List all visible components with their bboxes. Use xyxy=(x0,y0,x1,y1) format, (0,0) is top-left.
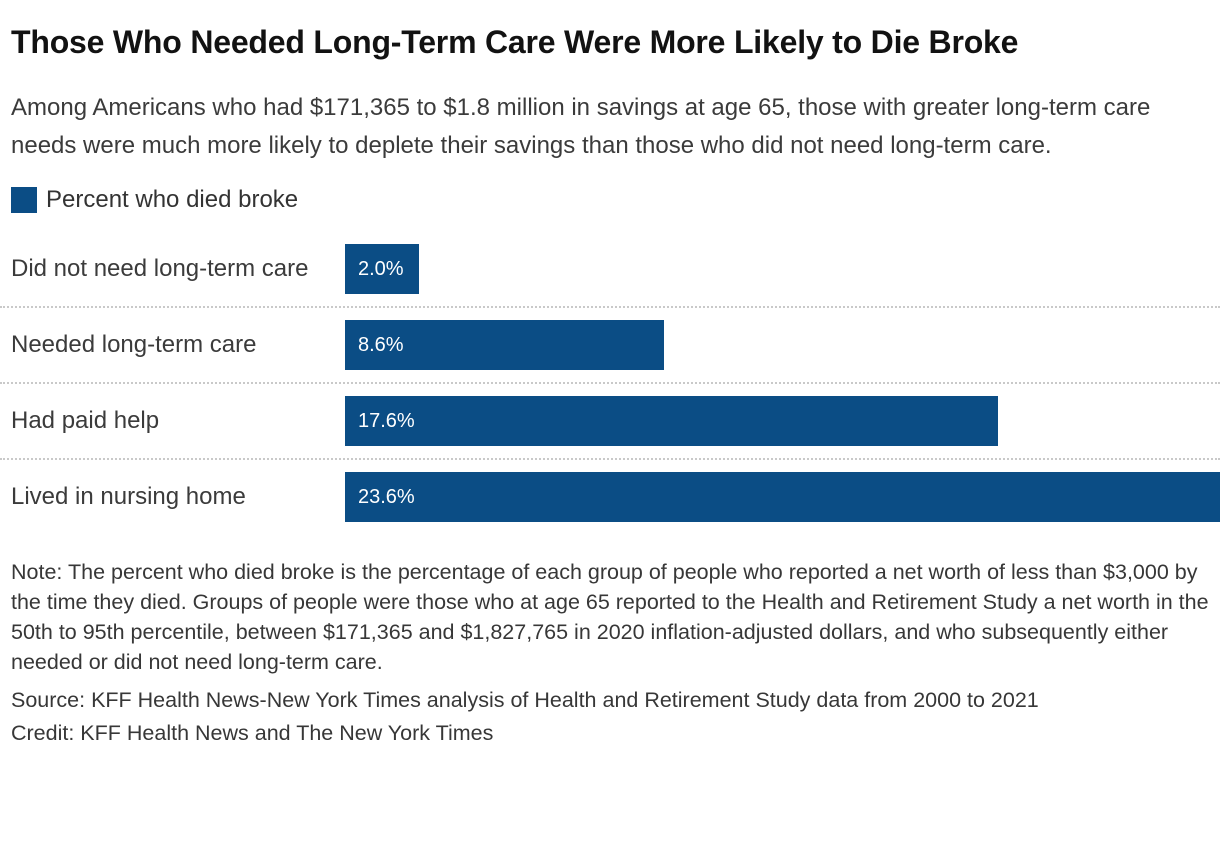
bar-value-label: 17.6% xyxy=(358,409,415,432)
bar-fill: 17.6% xyxy=(345,396,998,446)
bar-track: 8.6% xyxy=(345,320,1220,370)
legend-label: Percent who died broke xyxy=(46,186,299,213)
chart-subtitle: Among Americans who had $171,365 to $1.8… xyxy=(11,94,1151,159)
bar-value-label: 2.0% xyxy=(358,257,404,280)
horizontal-bar-chart: Did not need long-term care 2.0% Needed lo… xyxy=(0,232,1220,534)
bar-fill: 23.6% xyxy=(345,472,1220,522)
bar-value-label: 8.6% xyxy=(358,333,404,356)
bar-row: Needed long-term care 8.6% xyxy=(0,308,1220,384)
bar-category-label: Did not need long-term care xyxy=(11,255,309,282)
bar-track: 2.0% xyxy=(345,244,1220,294)
bar-row: Lived in nursing home 23.6% xyxy=(0,460,1220,534)
chart-footnotes: Note: The percent who died broke is the … xyxy=(0,557,1220,748)
bar-fill: 2.0% xyxy=(345,244,420,294)
bar-category-label: Needed long-term care xyxy=(11,331,257,358)
chart-source: Source: KFF Health News-New York Times a… xyxy=(11,688,1039,712)
chart-note: Note: The percent who died broke is the … xyxy=(11,560,1209,674)
bar-fill: 8.6% xyxy=(345,320,664,370)
bar-row: Had paid help 17.6% xyxy=(0,384,1220,460)
bar-category-label: Had paid help xyxy=(11,407,160,434)
chart-legend: Percent who died broke xyxy=(0,186,1220,214)
bar-category-label: Lived in nursing home xyxy=(11,483,246,510)
bar-track: 17.6% xyxy=(345,396,1220,446)
bar-row: Did not need long-term care 2.0% xyxy=(0,232,1220,308)
chart-credit: Credit: KFF Health News and The New York… xyxy=(11,721,494,745)
page-title: Those Who Needed Long-Term Care Were Mor… xyxy=(11,24,1019,60)
bar-track: 23.6% xyxy=(345,472,1220,522)
legend-swatch-icon xyxy=(11,187,37,213)
bar-value-label: 23.6% xyxy=(358,485,415,508)
